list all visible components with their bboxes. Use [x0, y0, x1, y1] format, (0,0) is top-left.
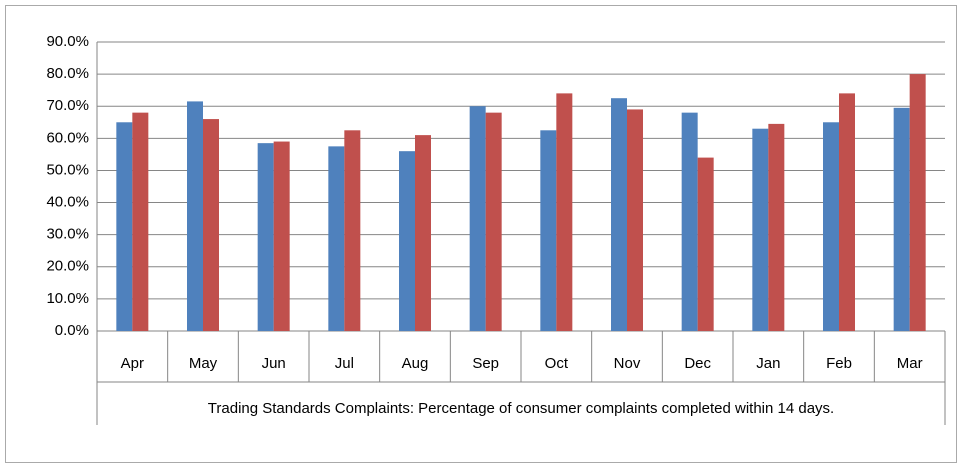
x-tick-label: Mar: [897, 355, 923, 372]
bar: [273, 141, 290, 331]
y-tick-label: 20.0%: [46, 258, 89, 275]
x-tick-label: Jun: [262, 355, 286, 372]
bar: [893, 107, 910, 331]
x-tick-label: Aug: [402, 355, 429, 372]
x-tick-label: Jul: [335, 355, 354, 372]
x-tick-label: Feb: [826, 355, 852, 372]
x-tick-label: Apr: [121, 355, 144, 372]
y-tick-label: 80.0%: [46, 65, 89, 82]
bar: [344, 130, 361, 331]
bar: [415, 135, 431, 331]
bar: [399, 151, 415, 331]
y-tick-label: 40.0%: [46, 194, 89, 211]
bar: [627, 109, 643, 331]
axis-title: Trading Standards Complaints: Percentage…: [208, 400, 834, 417]
y-tick-label: 0.0%: [55, 322, 89, 339]
bar: [768, 123, 785, 331]
bar: [469, 106, 486, 331]
x-tick-label: Sep: [472, 355, 499, 372]
x-tick-label: May: [189, 355, 218, 372]
y-tick-label: 70.0%: [46, 97, 89, 114]
y-tick-label: 10.0%: [46, 290, 89, 307]
bar: [839, 93, 855, 331]
y-tick-label: 50.0%: [46, 161, 89, 178]
x-tick-label: Nov: [614, 355, 641, 372]
bar: [697, 157, 714, 331]
bar: [328, 146, 345, 331]
y-tick-label: 90.0%: [46, 33, 89, 50]
bar: [540, 130, 557, 331]
bar: [611, 98, 627, 331]
bar: [116, 122, 133, 332]
x-tick-label: Dec: [684, 355, 711, 372]
x-tick-label: Oct: [545, 355, 569, 372]
y-tick-label: 60.0%: [46, 129, 89, 146]
y-tick-label: 30.0%: [46, 226, 89, 243]
bar: [752, 128, 769, 331]
bar: [556, 93, 573, 331]
x-tick-label: Jan: [756, 355, 780, 372]
bar: [909, 74, 926, 331]
bar: [681, 112, 698, 332]
bar: [187, 101, 203, 332]
bar: [132, 112, 149, 332]
bar: [257, 143, 274, 331]
bar: [203, 119, 219, 331]
bar: [485, 112, 502, 332]
bar: [823, 122, 839, 332]
